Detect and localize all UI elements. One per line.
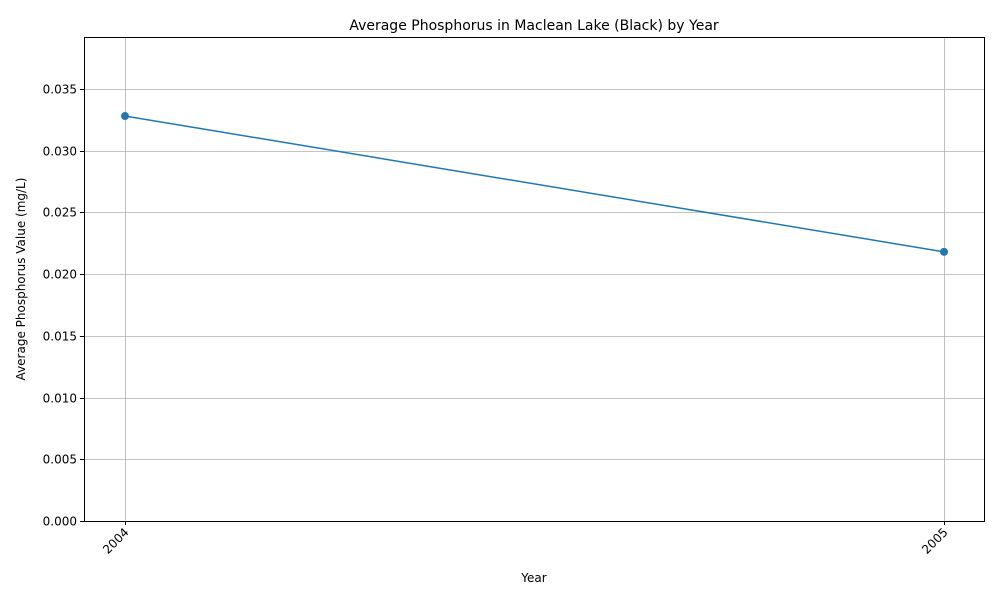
y-tick-label: 0.035 (43, 83, 77, 97)
data-point (940, 247, 948, 256)
chart-title: Average Phosphorus in Maclean Lake (Blac… (349, 18, 719, 34)
series-line (124, 115, 945, 253)
axes (84, 37, 985, 522)
y-tick-label: 0.025 (43, 206, 77, 220)
y-tick-label: 0.015 (43, 330, 77, 344)
y-tick-label: 0.005 (43, 453, 77, 467)
series-layer (121, 112, 948, 256)
x-axis-label: Year (520, 571, 546, 585)
y-tick-label: 0.000 (43, 515, 77, 529)
grid (84, 37, 985, 522)
data-point (121, 112, 129, 121)
y-tick-label: 0.030 (43, 145, 77, 159)
y-tick-label: 0.010 (43, 392, 77, 406)
y-axis-label: Average Phosphorus Value (mg/L) (14, 178, 28, 381)
y-tick-label: 0.020 (43, 268, 77, 282)
